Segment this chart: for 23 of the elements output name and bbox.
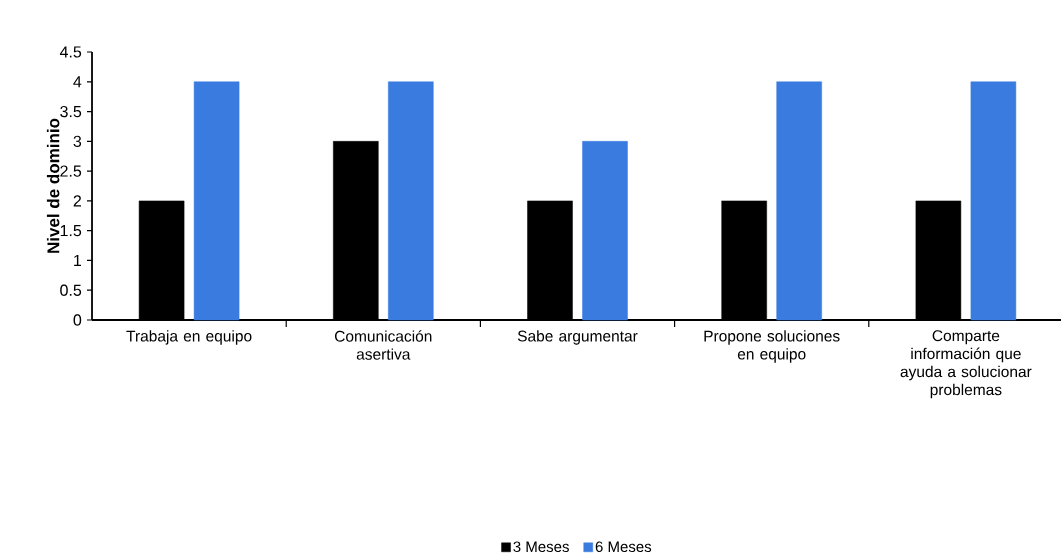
x-tick-label: Comparte información que ayuda a solucionar problemas [900,330,1032,399]
bar [776,81,822,321]
y-tick-label: 0 [73,314,82,326]
bar [970,81,1017,321]
bar [582,141,628,321]
x-tick-label: Sabe argumentar [517,330,638,345]
y-tick-label: 1 [74,254,82,266]
y-tick-label: 4.5 [59,46,82,58]
y-tick-label: 3.5 [60,105,82,118]
y-tick-label: 2.5 [60,165,82,177]
y-tick-label: 1.5 [60,225,82,237]
bar [193,81,240,321]
x-tick-label: Trabaja en equipo [126,330,252,345]
y-tick-label: 3 [73,135,82,147]
bar [388,81,434,321]
legend-label: 3 Meses [513,541,569,553]
y-tick-label: 0.5 [60,284,82,296]
x-tick-label: Propone soluciones en equipo [704,330,840,363]
y-tick-label: 4 [73,76,82,88]
legend-label: 6 Meses [595,541,652,553]
y-tick-label: 2 [73,195,81,207]
y-axis-title: Nivel de dominio [46,118,60,253]
x-tick-label: Comunicación asertiva [334,330,432,360]
